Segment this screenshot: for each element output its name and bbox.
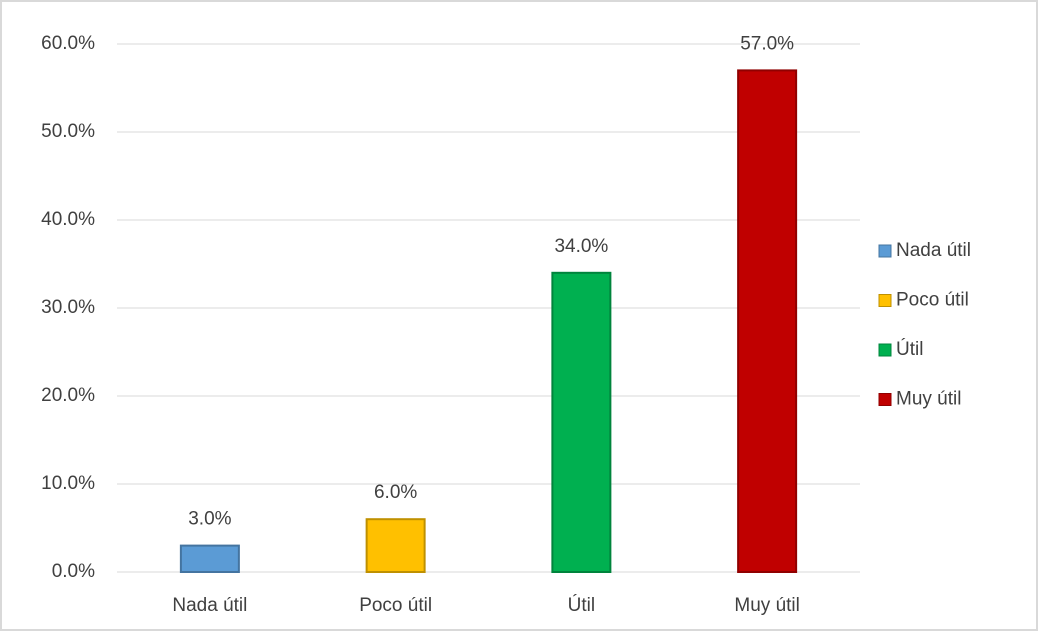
data-label: 34.0% <box>554 236 608 257</box>
legend-label: Útil <box>896 338 923 360</box>
x-tick-label: Muy útil <box>734 595 799 616</box>
y-tick-label: 0.0% <box>52 561 95 582</box>
x-tick-label: Útil <box>568 594 595 616</box>
x-tick-label: Poco útil <box>359 595 432 616</box>
data-label: 57.0% <box>740 33 794 54</box>
x-tick-label: Nada útil <box>172 595 247 616</box>
legend-swatch <box>878 294 892 307</box>
data-label: 3.0% <box>188 509 231 530</box>
legend-label: Poco útil <box>896 290 969 311</box>
y-tick-label: 60.0% <box>41 33 95 54</box>
bar <box>365 518 426 574</box>
legend-swatch <box>878 244 892 258</box>
y-tick-label: 20.0% <box>41 385 95 406</box>
legend-swatch <box>878 393 892 406</box>
bar <box>551 271 612 573</box>
y-tick-label: 50.0% <box>41 121 95 142</box>
bar <box>179 544 240 573</box>
legend-swatch <box>878 343 892 357</box>
y-tick-label: 10.0% <box>41 473 95 494</box>
data-label: 6.0% <box>374 482 417 503</box>
y-tick-label: 40.0% <box>41 209 95 230</box>
legend-label: Muy útil <box>896 389 961 410</box>
legend-label: Nada útil <box>896 240 971 261</box>
y-tick-label: 30.0% <box>41 297 95 318</box>
bar <box>737 69 798 574</box>
